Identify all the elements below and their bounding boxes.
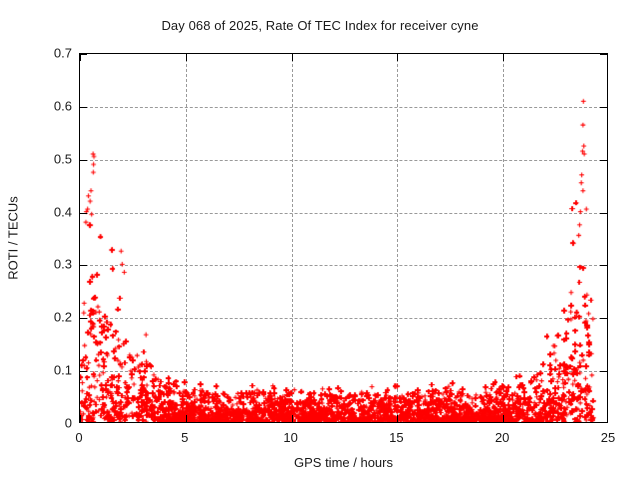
grid-line-vertical	[291, 54, 293, 422]
axis-tick-marks	[80, 54, 607, 422]
x-tick-mark	[185, 415, 187, 422]
y-tick-mark	[80, 212, 87, 214]
x-tick-label: 15	[389, 430, 404, 445]
scatter-data-layer	[80, 54, 607, 422]
grid-line-horizontal	[80, 371, 607, 373]
x-tick-label: 25	[600, 430, 616, 445]
y-tick-mark	[80, 54, 87, 55]
grid-line-horizontal	[80, 265, 607, 267]
grid-line-horizontal	[80, 106, 607, 108]
y-axis-tick-labels: 0 0.1 0.2 0.3 0.4 0.5 0.6 0.7	[0, 46, 72, 431]
x-tick-label: 0	[75, 430, 83, 445]
y-tick-mark	[80, 371, 87, 373]
x-tick-mark	[80, 415, 81, 422]
x-tick-mark	[291, 54, 293, 61]
y-tick-mark	[600, 212, 607, 214]
y-tick-label: 0	[64, 415, 72, 431]
x-tick-label: 20	[494, 430, 510, 445]
x-tick-mark	[80, 54, 81, 61]
y-tick-mark	[80, 265, 87, 267]
x-axis-tick-labels: 0 5 10 15 20 25	[75, 430, 615, 450]
y-tick-mark	[600, 159, 607, 161]
y-tick-label: 0.3	[53, 256, 72, 272]
x-axis-label: GPS time / hours	[294, 455, 393, 470]
grid-line-horizontal	[80, 318, 607, 320]
x-tick-mark	[503, 415, 505, 422]
grid-line-horizontal	[80, 212, 607, 214]
y-tick-mark	[600, 265, 607, 267]
chart-title: Day 068 of 2025, Rate Of TEC Index for r…	[161, 18, 479, 33]
y-tick-label: 0.7	[53, 45, 72, 61]
y-tick-label: 0.2	[53, 309, 72, 325]
grid-lines	[80, 54, 607, 422]
y-tick-label: 0.5	[53, 151, 72, 167]
y-tick-mark	[80, 106, 87, 108]
y-tick-mark	[80, 159, 87, 161]
x-tick-label: 5	[181, 430, 189, 445]
grid-line-horizontal	[80, 159, 607, 161]
grid-line-vertical	[397, 54, 399, 422]
y-tick-mark	[600, 54, 607, 55]
y-tick-mark	[600, 106, 607, 108]
y-tick-mark	[80, 318, 87, 320]
y-tick-label: 0.1	[53, 362, 72, 378]
plot-area	[79, 53, 608, 423]
x-tick-mark	[185, 54, 187, 61]
x-tick-mark	[291, 415, 293, 422]
x-tick-mark	[503, 54, 505, 61]
grid-line-vertical	[185, 54, 187, 422]
x-tick-mark	[397, 415, 399, 422]
grid-line-vertical	[503, 54, 505, 422]
y-tick-mark	[600, 318, 607, 320]
x-tick-label: 10	[283, 430, 298, 445]
y-tick-label: 0.6	[53, 98, 72, 114]
x-tick-mark	[397, 54, 399, 61]
y-tick-mark	[600, 371, 607, 373]
y-tick-label: 0.4	[53, 204, 72, 220]
